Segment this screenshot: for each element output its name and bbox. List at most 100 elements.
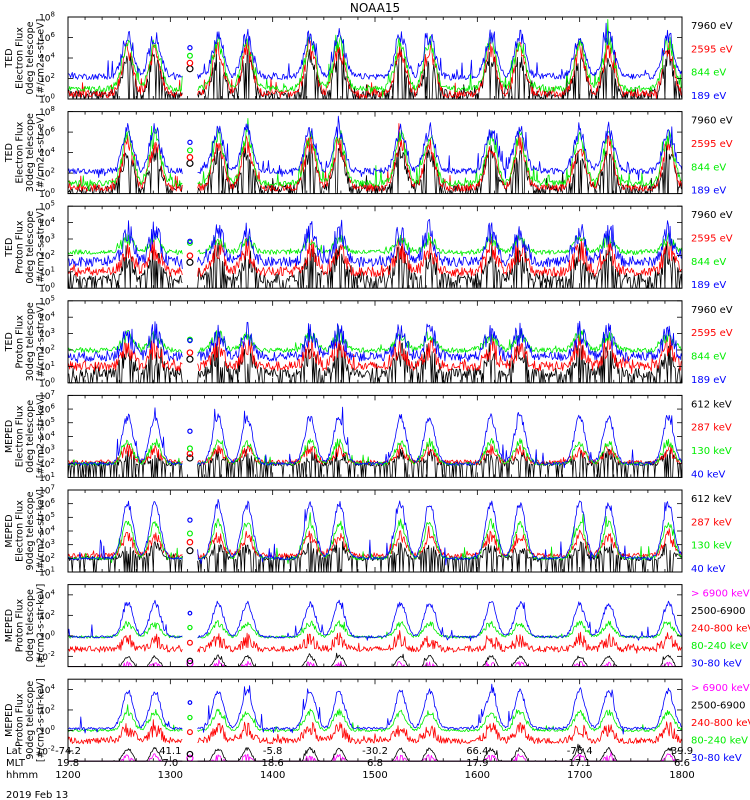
series-green-trace [67,704,683,733]
panel-2-ylabel-line: Electron Flux [15,121,26,183]
legend-item-blue: 40 keV [691,469,725,480]
panel-8-ylabel-line: MEPED [4,704,15,737]
y-tick-exponent: 8 [51,105,55,113]
series-blue-trace [67,219,683,270]
y-tick-exponent: 4 [51,216,56,224]
series-red-gap-marker [186,59,194,67]
series-blue-gap-marker [187,610,193,616]
series-green-gap-marker [186,147,193,154]
y-tick-exponent: 1 [51,566,55,574]
legend-item-blue: 40 keV [691,564,725,575]
legend-item-blue: 30-80 keV [691,659,742,670]
panel-3-traces [67,219,683,289]
legend-item-black: 2500-6900 [691,606,746,617]
legend-item-black: 7960 eV [691,116,733,127]
series-blue-gap-marker [187,428,193,434]
panel-3-ylabel-line: 0deg telescope [25,211,36,284]
x-tick-label: -5.8 [263,746,283,757]
legend-item-black: 7960 eV [691,305,733,316]
x-row-label-lat: Lat [6,746,22,757]
series-green-trace [67,19,683,98]
panel-7-ylabel-line: MEPED [4,609,15,642]
series-black-gap-marker [186,657,194,665]
legend-item-magenta: > 6900 keV [691,589,750,600]
series-green-gap-marker [186,530,193,537]
legend-item-blue: 189 eV [691,375,726,386]
panel-4-ylabel-line: [#/cm2-s-str-eV] [36,302,47,381]
series-red-gap-marker [186,349,194,356]
legend-item-black: 7960 eV [691,210,733,221]
series-blue-gap-marker [187,517,193,523]
series-blue-trace [67,22,683,81]
x-tick-label: 1800 [669,770,694,781]
panel-3-ylabel-line: TED [4,238,15,258]
legend-item-red: 287 keV [691,517,732,528]
legend-item-blue: 189 eV [691,91,726,102]
series-blue-trace [67,320,683,363]
legend-item-black: 612 keV [691,494,732,505]
y-tick-exponent: 3 [51,444,55,452]
legend-item-black: 612 keV [691,399,732,410]
y-tick-exponent: 1 [51,265,55,273]
series-blue-gap-marker [187,700,193,705]
x-tick-label: 1700 [567,770,592,781]
x-axis-annotation: Lat -74.2 41.1 -5.8 -30.2 66.4 -76.4 39.9 MLT 19.… [6,746,695,781]
panel-2-traces [67,115,683,194]
x-tick-label: 1200 [55,770,80,781]
y-tick-exponent: 2 [51,552,55,560]
x-tick-label: 66.4 [466,746,488,757]
x-tick-label: -74.2 [55,746,81,757]
panel-5-traces [67,406,683,478]
series-black-gap-marker [186,750,194,758]
series-black-trace [67,340,683,384]
x-tick-label: 19.8 [57,758,79,769]
y-tick-exponent: 8 [51,11,55,19]
series-black-gap-marker [186,159,194,167]
x-tick-label: 1300 [158,770,183,781]
legend-item-red: 2595 eV [691,139,733,150]
series-green-gap-marker [186,52,193,59]
series-green-gap-marker [186,445,193,452]
legend-item-red: 240-800 keV [691,624,750,635]
panel-4-ylabel-line: 30deg telescope [25,302,36,381]
y-tick-exponent: 7 [51,389,55,397]
panel-8-ylabel-line: Proton Flux [15,693,26,747]
series-black-gap-marker [186,454,194,462]
legend-item-green: 844 eV [691,257,726,268]
y-tick-exponent: 2 [51,249,55,257]
panel-6-ylabel-line: Electron Flux [15,500,26,562]
series-green-trace [68,620,683,640]
y-tick-exponent: 4 [51,311,56,319]
y-tick-exponent: 5 [51,511,55,519]
y-tick-exponent: 2 [51,703,55,711]
y-tick-exponent: 5 [51,294,55,302]
y-tick-exponent: 2 [51,167,55,175]
legend-item-red: 2595 eV [691,328,733,339]
series-red-gap-marker [186,252,194,260]
legend-item-blue: 189 eV [691,280,726,291]
legend-item-green: 844 eV [691,162,726,173]
panel-3-ylabel-line: [#/cm2-s-str-eV] [36,208,47,287]
series-green-trace [67,232,683,257]
y-tick-exponent: 2 [51,609,55,617]
legend-item-black: 2500-6900 [691,701,746,712]
legend-item-blue: 30-80 keV [691,753,742,764]
y-tick-exponent: 0 [51,93,55,101]
panel-5-ylabel-line: MEPED [4,420,15,453]
y-tick-exponent: 2 [51,457,55,465]
y-tick-exponent: 4 [51,52,56,60]
panel-7-ylabel-line: Proton Flux [15,599,26,653]
y-tick-exponent: 0 [51,724,55,732]
panel-5-ylabel-line: 0deg telescope [25,400,36,473]
series-green-trace [67,325,683,353]
date-label: 2019 Feb 13 [6,790,68,800]
legend-item-magenta: > 6900 keV [691,683,750,694]
panel-7-ylabel-line: 0deg telescope [25,589,36,662]
series-blue-gap-marker [187,238,193,244]
series-red-trace [67,719,683,745]
